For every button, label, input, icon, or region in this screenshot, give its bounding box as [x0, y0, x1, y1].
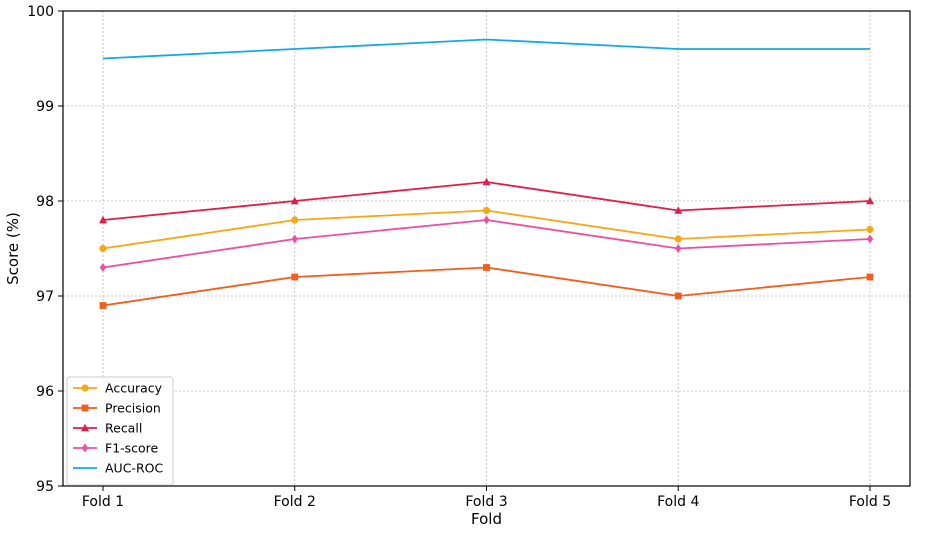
legend-marker	[81, 443, 89, 453]
legend-label: Precision	[105, 401, 161, 416]
x-tick-label: Fold 1	[82, 494, 124, 510]
data-point-f1-score	[675, 244, 682, 253]
series-f1-score	[99, 215, 874, 272]
legend-box	[66, 376, 174, 486]
data-point-precision	[674, 292, 682, 300]
data-point-recall	[482, 177, 491, 186]
series-lines	[99, 38, 874, 309]
legend-label: F1-score	[105, 441, 159, 456]
data-point-recall	[290, 196, 299, 205]
x-axis-ticks: Fold 1 Fold 2 Fold 3 Fold 4 Fold 5	[82, 486, 891, 510]
x-tick-label: Fold 5	[849, 494, 891, 510]
legend-item-accuracy: Accuracy	[73, 381, 163, 396]
data-point-recall	[674, 206, 683, 214]
legend-item-auc-roc: AUC-ROC	[73, 461, 163, 476]
legend-item-f1-score: F1-score	[73, 441, 159, 456]
y-axis-ticks: 95 96 97 98 99 100	[27, 4, 63, 495]
series-recall	[99, 177, 874, 224]
data-point-f1-score	[483, 215, 490, 225]
y-tick-label: 100	[27, 4, 54, 20]
data-point-accuracy	[291, 216, 299, 224]
legend-marker	[81, 384, 89, 392]
data-point-f1-score	[866, 234, 874, 244]
series-line-auc-roc	[102, 38, 870, 60]
legend-marker	[81, 404, 89, 412]
legend-item-precision: Precision	[73, 401, 161, 416]
legend-item-recall: Recall	[73, 421, 142, 436]
y-tick-label: 96	[36, 384, 54, 400]
x-tick-label: Fold 2	[274, 494, 316, 510]
data-point-accuracy	[674, 235, 682, 243]
series-accuracy	[99, 206, 874, 253]
data-point-accuracy	[482, 206, 491, 215]
data-point-recall	[99, 215, 107, 224]
grid-lines	[63, 10, 910, 487]
y-tick-label: 99	[36, 99, 54, 115]
data-point-f1-score	[291, 234, 298, 244]
data-point-f1-score	[99, 263, 107, 272]
y-axis-label: Score (%)	[4, 212, 22, 285]
data-point-accuracy	[99, 244, 107, 253]
data-point-accuracy	[866, 225, 874, 234]
x-tick-label: Fold 4	[657, 494, 699, 510]
series-auc-roc	[102, 38, 870, 60]
data-point-recall	[866, 196, 874, 205]
legend-label: Recall	[105, 421, 142, 436]
x-tick-label: Fold 3	[465, 494, 507, 510]
y-tick-label: 98	[36, 194, 54, 210]
y-tick-label: 95	[36, 479, 54, 495]
y-tick-label: 97	[36, 289, 54, 305]
x-axis-label: Fold	[471, 510, 502, 528]
data-point-precision	[866, 273, 874, 281]
legend-marker	[81, 423, 89, 432]
legend-label: AUC-ROC	[105, 461, 163, 476]
series-precision	[99, 264, 874, 309]
data-point-precision	[291, 273, 299, 281]
legend-label: Accuracy	[105, 381, 163, 396]
legend: Accuracy Precision Recall F1-score AUC-ROC	[66, 376, 174, 486]
data-point-precision	[483, 264, 490, 271]
data-point-precision	[99, 302, 107, 309]
